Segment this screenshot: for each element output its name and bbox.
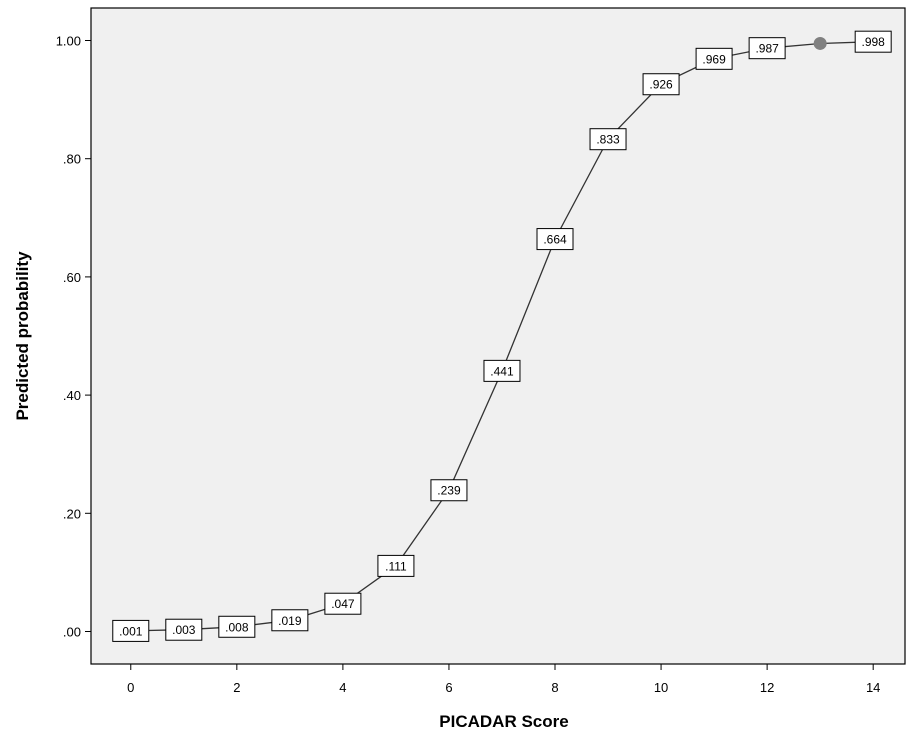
x-tick-label: 0 <box>127 680 134 695</box>
data-label-text: .926 <box>649 78 673 92</box>
x-axis: 0 2 4 6 8 10 12 14 <box>127 664 880 695</box>
data-label-box <box>748 37 786 60</box>
data-label-text: .008 <box>225 620 249 634</box>
x-tick-label: 6 <box>445 680 452 695</box>
data-label-text: .987 <box>755 42 779 56</box>
data-label: .441 <box>483 359 521 382</box>
data-label-box <box>589 128 627 151</box>
x-tick-label: 8 <box>551 680 558 695</box>
data-label-text: .111 <box>385 559 407 573</box>
data-label: .008 <box>218 615 256 638</box>
data-label-box <box>854 30 892 53</box>
data-label-box <box>112 619 150 642</box>
data-label: .047 <box>324 592 362 615</box>
data-label-text: .969 <box>702 52 726 66</box>
x-axis-title: PICADAR Score <box>439 712 568 731</box>
data-label: .926 <box>642 73 680 96</box>
data-label: .239 <box>430 479 468 502</box>
data-label-box <box>218 615 256 638</box>
x-tick-label: 14 <box>866 680 880 695</box>
data-label-box <box>642 73 680 96</box>
y-tick-label: .40 <box>63 388 81 403</box>
data-label-box <box>377 554 415 577</box>
data-label: .969 <box>695 47 733 70</box>
data-label-text: .441 <box>490 364 514 378</box>
data-label-box <box>483 359 521 382</box>
data-label-text: .003 <box>172 623 196 637</box>
data-label: .003 <box>165 618 203 641</box>
x-tick-label: 10 <box>654 680 668 695</box>
data-label-text: .998 <box>862 35 886 49</box>
y-tick-label: 1.00 <box>56 34 81 49</box>
data-label-text: .047 <box>331 597 355 611</box>
y-axis: .00 .20 .40 .60 .80 1.00 <box>56 34 91 639</box>
data-label: .019 <box>271 609 309 632</box>
y-tick-label: .00 <box>63 624 81 639</box>
y-tick-label: .80 <box>63 152 81 167</box>
data-label-box <box>324 592 362 615</box>
y-axis-title: Predicted probability <box>13 251 32 421</box>
data-label-box <box>536 228 574 251</box>
x-tick-label: 4 <box>339 680 346 695</box>
data-label: .998 <box>854 30 892 53</box>
data-point <box>813 36 827 50</box>
data-label-box <box>430 479 468 502</box>
data-label-text: .664 <box>543 233 567 247</box>
data-label: .664 <box>536 228 574 251</box>
data-label-text: .019 <box>278 614 302 628</box>
x-tick-label: 2 <box>233 680 240 695</box>
x-tick-label: 12 <box>760 680 774 695</box>
data-label-text: .833 <box>596 133 620 147</box>
data-label: .001 <box>112 619 150 642</box>
data-label-text: .001 <box>119 624 143 638</box>
data-label-box <box>271 609 309 632</box>
data-label-text: .239 <box>437 484 461 498</box>
data-label: .987 <box>748 37 786 60</box>
data-label: .111 <box>377 554 415 577</box>
data-label-box <box>695 47 733 70</box>
data-label-box <box>165 618 203 641</box>
data-label: .833 <box>589 128 627 151</box>
data-marks: .001 .003 .008 .019 .047 .111 .239 .441 .664 .833… <box>112 30 892 642</box>
y-tick-label: .20 <box>63 506 81 521</box>
y-tick-label: .60 <box>63 270 81 285</box>
plot-area <box>90 7 906 665</box>
